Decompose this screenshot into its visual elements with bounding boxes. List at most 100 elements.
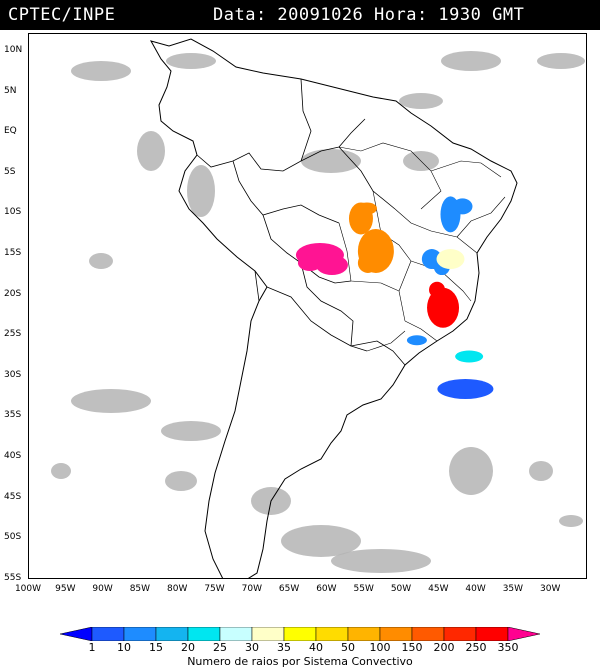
lon-label: 35W xyxy=(502,584,524,594)
cloud-patch xyxy=(51,463,71,479)
colorbar-swatch xyxy=(443,627,477,641)
system-blob xyxy=(429,281,446,298)
convective-system-minas-north xyxy=(436,249,465,270)
lat-label: 10N xyxy=(4,45,23,55)
colorbar-swatch xyxy=(411,627,445,641)
cloud-patch xyxy=(166,53,216,69)
convective-system-para-south xyxy=(348,202,377,235)
colorbar xyxy=(60,627,540,641)
convective-system-mato-grosso-east xyxy=(357,228,394,273)
cloud-patch xyxy=(137,131,165,171)
colorbar-tick-label: 35 xyxy=(277,641,291,654)
colorbar-swatch xyxy=(60,627,93,641)
cloud-patch xyxy=(449,447,493,495)
colorbar-swatch xyxy=(347,627,381,641)
colorbar-tick-label: 25 xyxy=(213,641,227,654)
lat-label: EQ xyxy=(4,126,17,137)
colorbar-tick-label: 10 xyxy=(117,641,131,654)
colorbar-tick-label: 200 xyxy=(433,641,455,654)
lon-label: 30W xyxy=(540,584,561,594)
colorbar-tick-label: 100 xyxy=(369,641,391,654)
map-canvas xyxy=(51,38,585,578)
colorbar-tick-label: 20 xyxy=(181,641,195,654)
lon-label: 40W xyxy=(465,584,486,594)
colorbar-tick-label: 40 xyxy=(309,641,323,654)
cloud-patch xyxy=(161,421,221,441)
lon-label: 85W xyxy=(129,584,151,594)
title-bar: CPTEC/INPE Data: 20091026 Hora: 1930 GMT xyxy=(0,0,600,30)
lon-label: 50W xyxy=(390,584,412,594)
colorbar-swatch xyxy=(251,627,285,641)
colorbar-swatch xyxy=(507,627,540,641)
cloud-patch xyxy=(559,515,583,527)
cloud-patch xyxy=(281,525,361,557)
colorbar-swatch xyxy=(475,627,509,641)
state-borders xyxy=(338,142,506,352)
system-blob xyxy=(356,202,377,215)
colorbar-swatch xyxy=(219,627,253,641)
lat-label: 40S xyxy=(4,451,22,461)
agency-label: CPTEC/INPE xyxy=(8,5,116,25)
system-blob xyxy=(427,287,460,328)
lon-label: 90W xyxy=(92,584,113,594)
lat-label: 35S xyxy=(4,410,22,421)
colorbar-tick-label: 150 xyxy=(401,641,423,654)
lon-label: 100W xyxy=(14,584,42,594)
lat-label: 25S xyxy=(4,329,22,340)
lat-label: 45S xyxy=(4,491,22,502)
lat-label: 20S xyxy=(4,288,22,299)
datetime-label: Data: 20091026 Hora: 1930 GMT xyxy=(213,5,525,25)
lat-label: 30S xyxy=(4,369,22,380)
colorbar-swatch xyxy=(379,627,413,641)
lat-label: 5N xyxy=(4,85,17,96)
convective-system-parana-coast xyxy=(406,335,427,346)
system-blob xyxy=(455,350,484,363)
cloud-cover xyxy=(51,51,585,573)
country-borders xyxy=(196,78,406,366)
lat-label: 50S xyxy=(4,532,22,543)
convective-systems xyxy=(295,196,494,399)
system-blob xyxy=(406,335,427,346)
colorbar-swatch xyxy=(123,627,157,641)
cloud-patch xyxy=(71,61,131,81)
colorbar-tick-label: 1 xyxy=(88,641,96,654)
cloud-patch xyxy=(165,471,197,491)
cloud-patch xyxy=(399,93,443,109)
colorbar-tick-label: 350 xyxy=(497,641,519,654)
cloud-patch xyxy=(89,253,113,269)
lon-label: 80W xyxy=(167,584,188,594)
system-blob xyxy=(357,252,378,273)
lon-label: 60W xyxy=(316,584,337,594)
cloud-patch xyxy=(71,389,151,413)
cloud-patch xyxy=(187,165,215,217)
lon-label: 55W xyxy=(353,584,374,594)
colorbar-tick-label: 15 xyxy=(149,641,163,654)
lon-label: 45W xyxy=(428,584,449,594)
colorbar-swatch xyxy=(315,627,349,641)
colorbar-swatch xyxy=(283,627,317,641)
lon-label: 75W xyxy=(204,584,225,594)
lat-label: 55S xyxy=(4,572,22,583)
map-frame xyxy=(28,33,587,579)
system-blob xyxy=(315,255,348,275)
cloud-patch xyxy=(441,51,501,71)
colorbar-title: Numero de raios por Sistema Convectivo xyxy=(187,655,413,668)
south-america-coastline xyxy=(149,38,518,578)
convective-system-minas-south xyxy=(427,281,460,328)
lat-label: 15S xyxy=(4,248,22,258)
lon-label: 95W xyxy=(55,584,76,594)
colorbar-swatch xyxy=(91,627,125,641)
cloud-patch xyxy=(529,461,553,481)
system-blob xyxy=(297,255,322,271)
system-blob xyxy=(436,249,465,270)
lat-label: 10S xyxy=(4,207,22,218)
colorbar-swatch xyxy=(155,627,189,641)
colorbar-tick-label: 50 xyxy=(341,641,355,654)
colorbar-swatch xyxy=(187,627,221,641)
lon-label: 65W xyxy=(278,584,300,594)
lon-label: 70W xyxy=(241,584,262,594)
colorbar-tick-label: 30 xyxy=(245,641,259,654)
system-blob xyxy=(437,378,494,399)
convective-system-bahia-north xyxy=(440,196,473,233)
convective-system-mato-grosso-west xyxy=(295,243,348,275)
